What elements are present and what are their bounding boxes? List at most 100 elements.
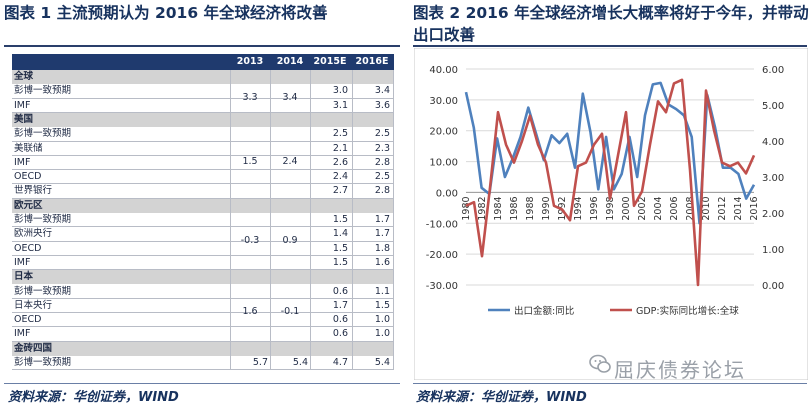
table-rule	[12, 326, 394, 328]
legend-label: GDP:实际同比增长:全球	[636, 305, 739, 317]
table-rule	[12, 369, 394, 371]
table-cell: 3.4	[374, 85, 390, 97]
table-cell: 5.4	[292, 357, 308, 368]
table-rule	[12, 97, 394, 99]
table-rule	[12, 340, 394, 342]
table-cell: 4.7	[332, 357, 348, 368]
x-tick-label: 1994	[573, 196, 584, 220]
watermark-text: 屈庆债券论坛	[614, 358, 746, 382]
bottom-rule-right	[413, 383, 807, 384]
table-rule	[12, 183, 394, 185]
y-right-tick-label: 5.00	[762, 101, 784, 112]
merged-value-cell: -0.1	[280, 306, 300, 318]
table-cell: 2.5	[374, 171, 390, 183]
column-header: 2015E	[313, 56, 347, 67]
merged-value-cell: 1.6	[242, 306, 258, 318]
column-header: 2013	[236, 56, 264, 67]
table-cell: 5.7	[252, 357, 268, 368]
row-label: 彭博一致预期	[14, 85, 72, 97]
y-left-tick-label: 20.00	[429, 127, 458, 138]
table-row: 彭博一致预期 1.5 1.7	[12, 213, 394, 227]
x-tick-label: 2004	[653, 196, 664, 220]
row-label: OECD	[14, 314, 42, 326]
table-rule	[12, 154, 394, 156]
table-cell: 0.6	[332, 314, 348, 326]
table-cell: 1.5	[332, 242, 348, 254]
table-row: 彭博一致预期 2.5 2.5	[12, 127, 394, 141]
group-label: 金砖四国	[14, 342, 53, 354]
group-label: 欧元区	[14, 199, 43, 211]
x-tick-label: 1988	[525, 196, 536, 220]
table-rule	[12, 269, 394, 271]
table-rule	[12, 140, 394, 142]
merged-value-cell: 1.5	[242, 155, 258, 167]
row-label: IMF	[14, 156, 31, 168]
y-left-tick-label: -10.00	[426, 219, 458, 230]
y-right-tick-label: 0.00	[762, 281, 784, 292]
y-left-tick-label: 10.00	[429, 158, 458, 169]
x-tick-label: 1998	[605, 196, 616, 220]
row-label: 世界银行	[14, 185, 53, 197]
table-row: 彭博一致预期 5.7 5.4 4.7 5.4	[12, 356, 394, 370]
bottom-rule-left	[4, 383, 400, 384]
table-column-rule	[230, 70, 231, 371]
table-column-rule	[352, 70, 353, 371]
x-tick-label: 2000	[621, 196, 632, 220]
x-tick-label: 1980	[461, 196, 472, 220]
group-label: 全球	[14, 71, 34, 82]
merged-value-cell: 3.3	[242, 91, 258, 103]
title-rule-left	[4, 45, 400, 47]
row-label: IMF	[14, 256, 31, 268]
x-tick-label: 2010	[701, 196, 712, 220]
y-right-tick-label: 3.00	[762, 173, 784, 184]
row-label: IMF	[14, 328, 31, 340]
table-cell: 2.6	[332, 156, 348, 168]
table-header: 2013 2014 2015E 2016E	[12, 54, 394, 70]
table-cell: 5.4	[374, 357, 390, 368]
y-left-tick-label: -30.00	[426, 281, 458, 292]
table-cell: 0.6	[332, 328, 348, 340]
table-rule	[12, 297, 394, 299]
y-right-tick-label: 4.00	[762, 137, 784, 148]
row-label: 日本央行	[14, 299, 53, 311]
left-panel-title: 图表 1 主流预期认为 2016 年全球经济将改善	[4, 4, 328, 22]
row-label: 欧洲央行	[14, 228, 53, 240]
table-cell: 1.4	[332, 228, 348, 240]
merged-value-cell: 2.4	[282, 155, 298, 167]
table-cell: 1.5	[332, 214, 348, 225]
table-cell: 0.6	[332, 285, 348, 297]
x-tick-label: 2008	[685, 196, 696, 220]
table-cell: 1.0	[374, 328, 390, 340]
table-row: IMF 2.6 2.8	[12, 156, 394, 170]
x-tick-label: 1990	[541, 196, 552, 220]
table-cell: 2.5	[374, 128, 390, 140]
table-row: 美联储 2.1 2.3	[12, 142, 394, 156]
table-cell: 2.4	[332, 171, 348, 183]
table-cell: 3.1	[332, 99, 348, 111]
table-row: OECD 0.6 1.0	[12, 313, 394, 327]
legend-label: 出口金额:同比	[514, 305, 574, 317]
x-tick-label: 1986	[509, 196, 520, 220]
table-row: 日本央行 1.7 1.5	[12, 299, 394, 313]
y-left-tick-label: 0.00	[436, 188, 458, 199]
table-row: IMF 0.6 1.0	[12, 327, 394, 341]
table-cell: 1.6	[374, 256, 390, 268]
x-tick-label: 1996	[589, 196, 600, 220]
table-cell: 1.7	[374, 214, 390, 225]
table-cell: 2.1	[332, 142, 348, 154]
table-row: 欧洲央行 1.4 1.7	[12, 227, 394, 241]
chart-border	[413, 47, 809, 381]
y-right-tick-label: 1.00	[762, 245, 784, 256]
table-rule	[12, 254, 394, 256]
series-line-gdp	[465, 78, 756, 287]
table-cell: 3.6	[374, 99, 390, 111]
table-column-rule	[270, 70, 271, 371]
y-left-tick-label: -20.00	[426, 250, 458, 261]
table-rule	[12, 197, 394, 199]
table-row: 彭博一致预期 3.0 3.4	[12, 84, 394, 98]
table-rule	[12, 226, 394, 228]
x-tick-label: 2016	[749, 196, 760, 220]
table-cell: 1.1	[374, 285, 390, 297]
table-cell: 2.7	[332, 185, 348, 197]
row-label: 彭博一致预期	[14, 214, 72, 225]
